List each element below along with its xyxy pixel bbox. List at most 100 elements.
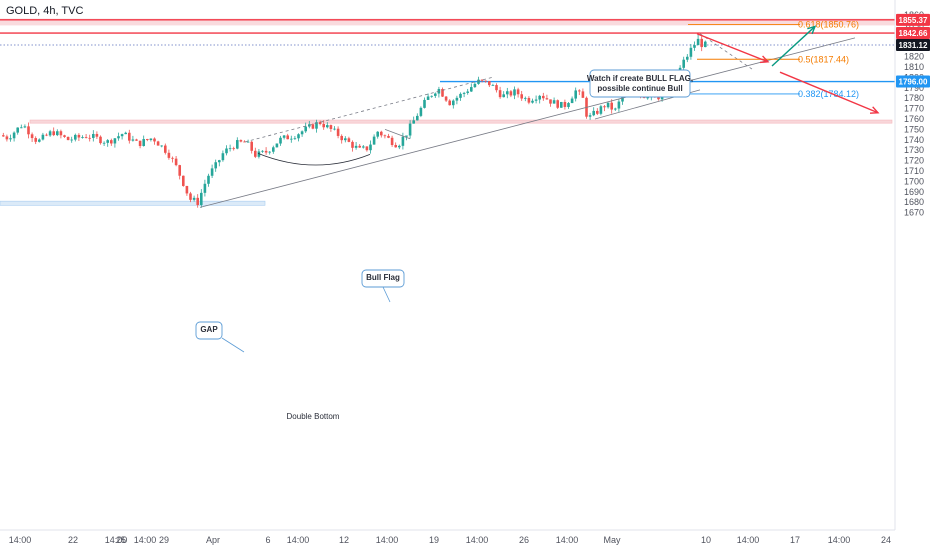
gap-pointer xyxy=(221,337,245,353)
candle-body xyxy=(2,135,5,137)
candle-body xyxy=(70,139,73,141)
candle-body xyxy=(218,160,221,163)
candle-body xyxy=(484,80,487,82)
candle-body xyxy=(689,47,693,57)
zones-layer xyxy=(0,18,895,206)
up-arrow-target-head xyxy=(807,25,817,35)
candle-body xyxy=(113,138,117,144)
drawings-layer: 0.618(1850.76) 0.5(1817.44) 0.382(1784.12) xyxy=(199,20,880,208)
candle-body xyxy=(657,97,660,100)
candle-body xyxy=(261,150,264,152)
candle-body xyxy=(88,137,91,139)
candle-body xyxy=(110,140,113,144)
price-tick-label: 1790 xyxy=(904,83,924,93)
candle-body xyxy=(556,100,559,108)
candle-body xyxy=(603,106,606,108)
candle-body xyxy=(336,128,340,136)
candle-body xyxy=(297,134,300,139)
plot-area[interactable] xyxy=(0,0,895,530)
candle-body xyxy=(92,133,95,138)
candle-body xyxy=(142,139,145,147)
candle-body xyxy=(66,136,70,141)
candle-body xyxy=(167,152,171,158)
time-tick-label: 14:00 xyxy=(105,535,128,545)
candle-body xyxy=(372,136,376,145)
price-badge-label: 1831.12 xyxy=(899,41,928,50)
candle-body xyxy=(520,94,523,99)
candle-body xyxy=(192,197,196,200)
down-arrow-to-fib-head xyxy=(759,55,770,64)
candle-body xyxy=(30,134,34,139)
candle-body xyxy=(5,136,9,140)
candle-body xyxy=(452,100,455,106)
candle-body xyxy=(524,97,527,99)
bull-flag-pointer xyxy=(382,286,391,303)
candle-body xyxy=(81,137,84,138)
time-tick-label: 22 xyxy=(68,535,78,545)
candle-body xyxy=(174,158,178,166)
price-badge-1831.12 xyxy=(896,39,930,52)
candle-body xyxy=(610,102,613,110)
price-tick-label: 1760 xyxy=(904,114,924,124)
candle-body xyxy=(412,120,415,124)
candle-body xyxy=(462,92,466,94)
candle-body xyxy=(246,141,250,143)
candle-body xyxy=(340,135,343,141)
candle-body xyxy=(120,134,124,137)
candle-body xyxy=(171,157,174,159)
candle-body xyxy=(210,168,214,176)
candle-body xyxy=(203,183,207,193)
low-zone xyxy=(0,200,266,206)
candle-body xyxy=(351,141,354,148)
candle-body xyxy=(599,106,603,114)
candle-body xyxy=(398,145,401,148)
time-tick-label: May xyxy=(603,535,621,545)
candle-body xyxy=(700,38,703,48)
candle-body xyxy=(380,131,383,136)
candle-body xyxy=(617,101,621,109)
candle-body xyxy=(390,137,394,145)
time-tick-label: 29 xyxy=(159,535,169,545)
candle-body xyxy=(596,110,599,114)
double-bottom-label: Double Bottom xyxy=(287,412,340,421)
candles-layer xyxy=(2,34,707,208)
price-tick-label: 1730 xyxy=(904,145,924,155)
candle-body xyxy=(470,87,473,92)
candle-body xyxy=(182,175,185,186)
time-tick-label: 14:00 xyxy=(134,535,157,545)
down-arrow-target xyxy=(779,71,879,114)
candle-body xyxy=(99,136,102,144)
candle-body xyxy=(430,95,433,97)
fib-level-label: 0.618(1850.76) xyxy=(798,20,859,30)
time-tick-label: 24 xyxy=(881,535,891,545)
main-trendline xyxy=(199,37,856,208)
candle-body xyxy=(344,138,347,141)
candle-body xyxy=(146,139,149,141)
candle-body xyxy=(124,132,127,135)
price-tick-label: 1740 xyxy=(904,135,924,145)
price-badge-1796.00 xyxy=(896,75,930,88)
price-badge-label: 1855.37 xyxy=(899,16,928,25)
candle-body xyxy=(95,133,99,137)
time-tick-label: 14:00 xyxy=(466,535,489,545)
candle-body xyxy=(682,59,685,68)
resistance-zone xyxy=(0,18,895,26)
candle-body xyxy=(509,91,513,96)
candle-body xyxy=(257,151,261,157)
candle-body xyxy=(549,99,552,104)
down-arrow-to-fib xyxy=(696,33,769,63)
candle-body xyxy=(459,93,462,98)
candle-body xyxy=(542,95,545,99)
price-badge-label: 1842.66 xyxy=(899,29,928,38)
candle-body xyxy=(444,96,448,101)
candle-body xyxy=(254,150,257,157)
candle-body xyxy=(185,185,189,194)
candle-body xyxy=(426,96,430,100)
candle-body xyxy=(423,99,426,108)
time-tick-label: Apr xyxy=(206,535,220,545)
candle-body xyxy=(16,127,19,133)
candle-body xyxy=(502,94,505,98)
